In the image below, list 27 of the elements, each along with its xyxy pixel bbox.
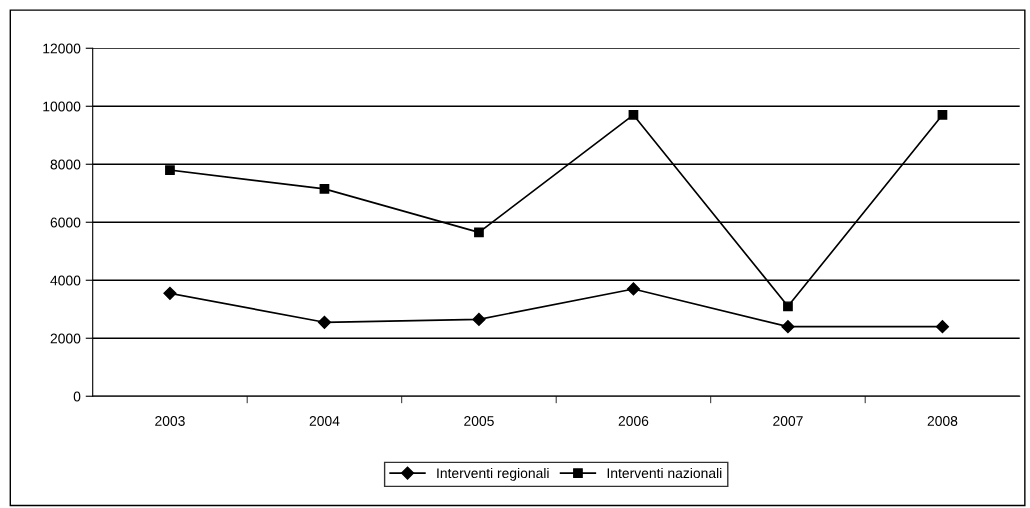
point	[474, 227, 484, 238]
legend-label: Interventi regionali	[437, 467, 549, 481]
y-tick-label: 0	[73, 391, 81, 402]
point	[165, 165, 175, 175]
x-tick-label: 2003	[155, 416, 185, 426]
x-tick-label: 2008	[927, 416, 958, 426]
point	[935, 320, 950, 334]
x-tick-label: 2007	[773, 416, 803, 426]
legend-label: Interventi nazionali	[607, 467, 722, 479]
y-tick-label: 6000	[50, 217, 81, 228]
y-tick-label: 10000	[43, 101, 81, 112]
point	[319, 184, 330, 194]
x-tick-label: 2006	[618, 416, 649, 426]
point	[317, 315, 332, 329]
y-tick-label: 4000	[50, 275, 81, 286]
point	[163, 286, 177, 300]
y-tick-label: 8000	[50, 159, 81, 170]
point	[472, 312, 486, 326]
y-tick-label: 12000	[43, 43, 81, 54]
x-tick-label: 2005	[464, 416, 494, 426]
point	[781, 320, 795, 334]
point	[937, 110, 948, 120]
x-tick-label: 2004	[309, 416, 340, 426]
point	[628, 110, 639, 120]
y-tick-label: 2000	[50, 333, 81, 344]
point	[626, 282, 641, 296]
point	[783, 301, 793, 312]
